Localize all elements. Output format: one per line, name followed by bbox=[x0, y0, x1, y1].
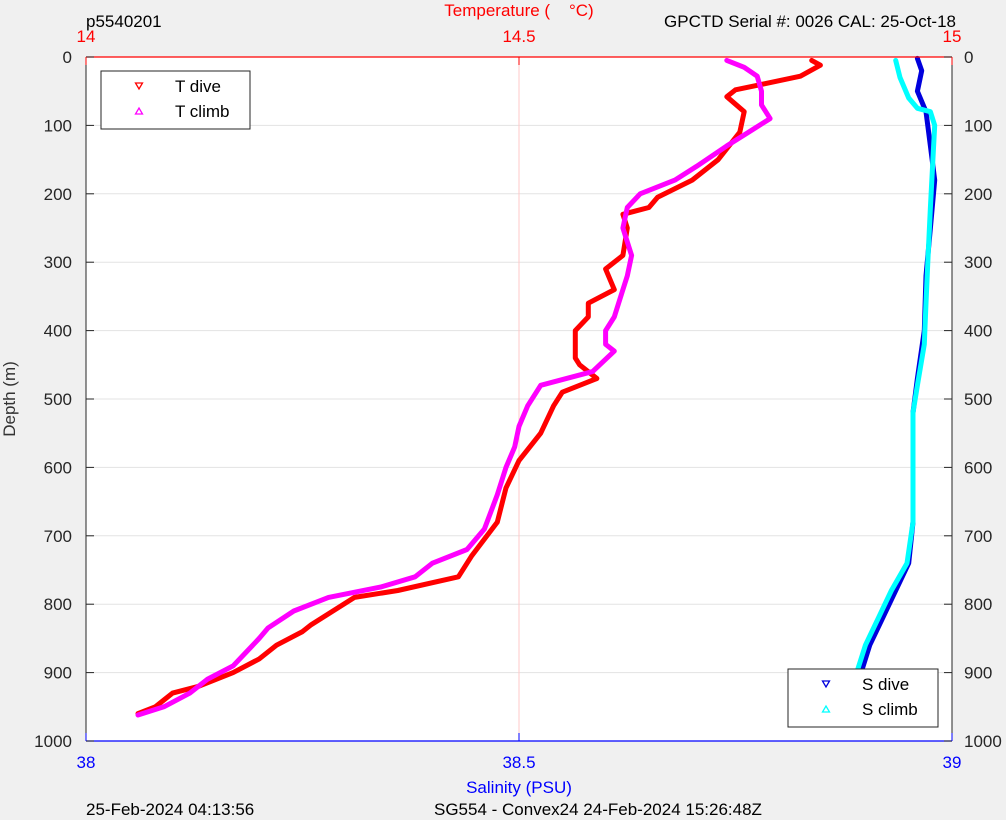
depth-tick-label-left: 400 bbox=[44, 322, 72, 341]
temperature-tick-label: 15 bbox=[943, 27, 962, 46]
salinity-legend: S dive S climb bbox=[787, 668, 939, 728]
depth-tick-label-right: 200 bbox=[964, 185, 992, 204]
temperature-tick-label: 14 bbox=[77, 27, 96, 46]
legend-entry-label: T climb bbox=[175, 102, 229, 121]
axes-layer: 0 0 100 100 200 200 300 300 400 400 500 500 600 600 70… bbox=[34, 27, 1002, 772]
salinity-tick-label: 38 bbox=[77, 753, 96, 772]
depth-tick-label-right: 400 bbox=[964, 322, 992, 341]
depth-tick-label-right: 0 bbox=[964, 48, 973, 67]
salinity-legend-box bbox=[787, 668, 939, 728]
depth-tick-label-right: 1000 bbox=[964, 732, 1002, 751]
top-axis-label: Temperature ( °C) bbox=[444, 1, 593, 20]
legend-marker bbox=[134, 82, 144, 91]
legend-entry-label: T dive bbox=[175, 77, 221, 96]
temperature-legend: T dive T climb bbox=[100, 70, 251, 130]
depth-tick-label-right: 900 bbox=[964, 664, 992, 683]
t-dive-line bbox=[135, 57, 823, 717]
depth-tick-label-right: 700 bbox=[964, 527, 992, 546]
depth-tick-label-left: 100 bbox=[44, 116, 72, 135]
depth-tick-label-right: 500 bbox=[964, 390, 992, 409]
depth-tick-label-left: 600 bbox=[44, 458, 72, 477]
depth-tick-label-right: 300 bbox=[964, 253, 992, 272]
depth-tick-label-left: 300 bbox=[44, 253, 72, 272]
depth-tick-label-right: 100 bbox=[964, 116, 992, 135]
header-right-serial: GPCTD Serial #: 0026 CAL: 25-Oct-18 bbox=[664, 12, 956, 31]
depth-tick-label-left: 200 bbox=[44, 185, 72, 204]
salinity-tick-label: 39 bbox=[943, 753, 962, 772]
grid bbox=[86, 57, 952, 741]
legend-entry-label: S climb bbox=[862, 700, 918, 719]
depth-tick-label-left: 500 bbox=[44, 390, 72, 409]
s-climb-line bbox=[841, 57, 938, 718]
legend-marker bbox=[134, 106, 144, 115]
y-axis-label: Depth (m) bbox=[0, 361, 19, 437]
depth-tick-label-left: 900 bbox=[44, 664, 72, 683]
depth-tick-label-left: 1000 bbox=[34, 732, 72, 751]
salinity-tick-label: 38.5 bbox=[502, 753, 535, 772]
legend-marker bbox=[821, 680, 831, 689]
legends-layer: T dive T climb S dive S climb bbox=[100, 70, 939, 728]
temperature-legend-box bbox=[100, 70, 251, 130]
footer-center-mission: SG554 - Convex24 24-Feb-2024 15:26:48Z bbox=[434, 800, 762, 819]
t-climb-line bbox=[135, 57, 773, 718]
footer-left-timestamp: 25-Feb-2024 04:13:56 bbox=[86, 800, 255, 819]
depth-tick-label-right: 600 bbox=[964, 458, 992, 477]
depth-tick-label-left: 700 bbox=[44, 527, 72, 546]
series-layer bbox=[135, 55, 938, 718]
depth-tick-label-left: 0 bbox=[63, 48, 72, 67]
header-left-id: p5540201 bbox=[86, 12, 162, 31]
bottom-axis-label: Salinity (PSU) bbox=[466, 778, 572, 797]
legend-marker bbox=[821, 704, 831, 713]
depth-tick-label-right: 800 bbox=[964, 595, 992, 614]
temperature-tick-label: 14.5 bbox=[502, 27, 535, 46]
depth-tick-label-left: 800 bbox=[44, 595, 72, 614]
legend-entry-label: S dive bbox=[862, 675, 909, 694]
